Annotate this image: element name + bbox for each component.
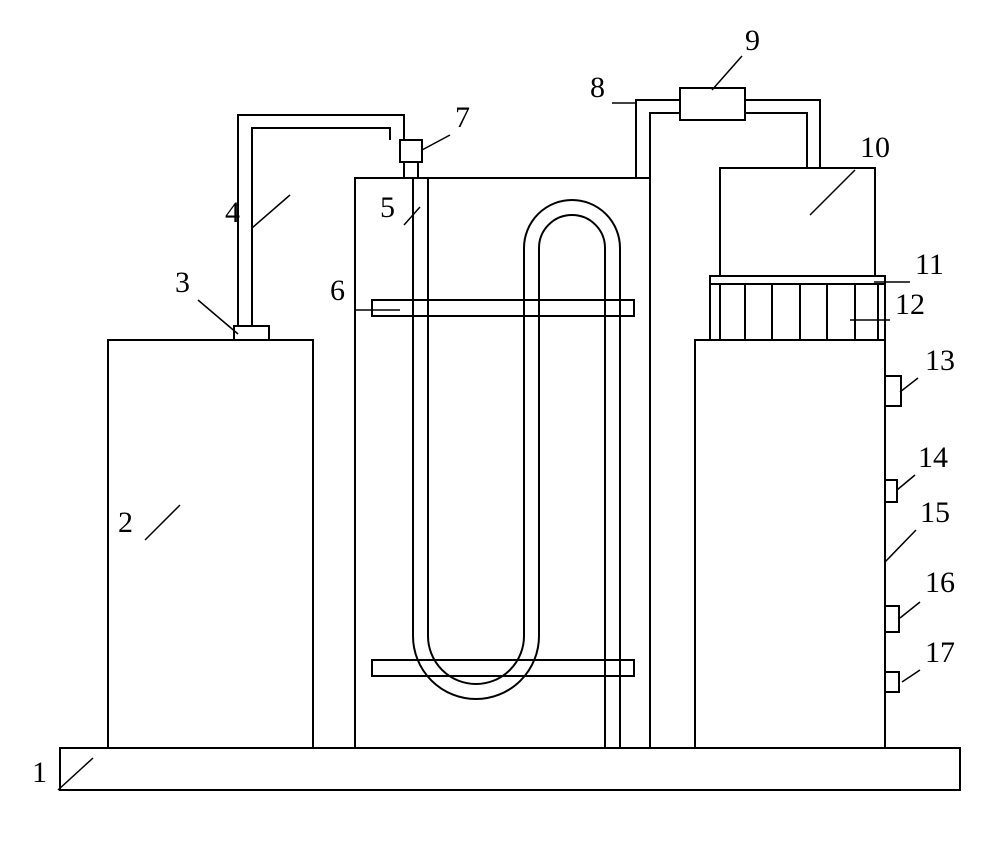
left-tank [108,340,313,748]
label-12: 12 [895,288,925,322]
valve-7 [400,140,422,162]
label-2: 2 [118,506,133,540]
plate-11 [710,276,885,284]
right-tank [695,340,885,748]
right-port-2 [885,606,899,632]
pipe4-inner [252,128,390,326]
leader-13 [900,378,918,392]
leader-10 [810,170,855,215]
leader-17 [902,670,920,682]
label-17: 17 [925,636,955,670]
diagram-stage: 1234567891011121314151617 [0,0,1000,859]
right-port-0 [885,376,901,406]
pipe8-right-outer [745,100,820,168]
coil-band-1 [372,660,634,676]
leader-15 [885,530,916,562]
label-4: 4 [225,196,240,230]
pipe8-left-inner [650,113,680,178]
right-port-1 [885,480,897,502]
label-1: 1 [32,756,47,790]
leader-3 [198,300,238,334]
label-6: 6 [330,274,345,308]
base-plate [60,748,960,790]
coil-band-0 [372,300,634,316]
pipe8-left-outer [636,100,680,178]
label-10: 10 [860,131,890,165]
label-7: 7 [455,101,470,135]
leader-4 [252,195,290,228]
leader-14 [897,475,915,490]
diagram-svg [0,0,1000,859]
label-15: 15 [920,496,950,530]
right-port-3 [885,672,899,692]
label-11: 11 [915,248,944,282]
leader-16 [900,602,920,618]
leader-9 [712,56,742,90]
label-3: 3 [175,266,190,300]
leader-2 [145,505,180,540]
leader-1 [58,758,93,790]
label-14: 14 [918,441,948,475]
component-10 [720,168,875,276]
coil-u1-outer [413,636,539,699]
label-13: 13 [925,344,955,378]
left-tank-port [234,326,269,340]
label-5: 5 [380,191,395,225]
leader-7 [422,135,450,150]
component-9 [680,88,745,120]
label-9: 9 [745,24,760,58]
label-16: 16 [925,566,955,600]
pipe8-right-inner [745,113,807,168]
label-8: 8 [590,71,605,105]
coil-u2-outer [539,215,605,248]
coil-u2-inner [524,200,620,248]
